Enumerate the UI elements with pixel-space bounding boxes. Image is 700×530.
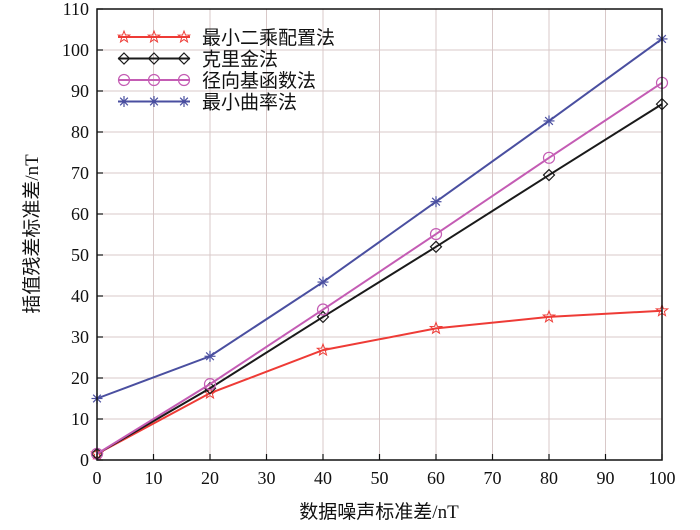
asterisk-stroke: [205, 351, 215, 361]
legend-label: 最小二乘配置法: [202, 27, 335, 49]
legend-entry: 克里金法: [117, 49, 278, 71]
legend-entry: 径向基函数法: [117, 70, 316, 92]
axis-ticks: 0 10 20 30 40 50 60 70 80 90 100 0 10 20 30 40 50 60 70 80 9…: [62, 0, 676, 488]
diamond-marker-shape: [542, 168, 556, 182]
legend-entry: 最小曲率法: [118, 92, 297, 114]
circle-marker: [147, 73, 161, 87]
circle-marker: [117, 73, 131, 87]
series-lines: [89, 33, 670, 461]
asterisk-stroke: [431, 197, 441, 206]
circle-marker-shape: [203, 378, 217, 391]
x-tick-label: 0: [93, 468, 102, 488]
star-marker-shape: [176, 29, 192, 44]
legend-entry: 最小二乘配置法: [116, 27, 335, 49]
circle-marker-shape: [316, 303, 330, 316]
series-line: [96, 81, 663, 455]
x-axis-label: 数据噪声标准差/nT: [299, 501, 459, 523]
diamond-marker-shape: [177, 52, 191, 65]
diamond-marker: [117, 52, 131, 65]
circle-marker: [316, 303, 330, 316]
y-tick-label: 40: [71, 286, 89, 306]
diamond-marker-shape: [147, 52, 161, 65]
x-tick-label: 10: [145, 468, 163, 488]
y-tick-label: 0: [80, 450, 89, 470]
grid: [96, 8, 663, 461]
x-tick-label: 30: [258, 468, 276, 488]
circle-marker-shape: [147, 73, 161, 87]
asterisk-marker: [317, 276, 329, 288]
x-tick-label: 70: [484, 468, 502, 488]
star-marker: [428, 320, 444, 335]
x-tick-label: 60: [427, 468, 445, 488]
diamond-marker: [177, 52, 191, 65]
diamond-marker: [147, 52, 161, 65]
y-tick-label: 20: [71, 368, 89, 388]
diamond-marker-shape: [316, 310, 330, 324]
x-tick-label: 100: [649, 468, 676, 488]
asterisk-marker: [178, 96, 190, 107]
asterisk-marker: [543, 115, 555, 127]
circle-marker-shape: [542, 151, 556, 164]
legend-label: 径向基函数法: [202, 70, 316, 92]
diamond-marker: [429, 240, 443, 254]
y-tick-label: 110: [63, 0, 89, 19]
diamond-marker: [316, 310, 330, 324]
legend-label: 最小曲率法: [202, 92, 297, 114]
x-tick-label: 50: [371, 468, 389, 488]
y-axis-label: 插值残差标准差/nT: [21, 154, 43, 314]
y-tick-label: 60: [71, 204, 89, 224]
asterisk-stroke: [149, 97, 159, 106]
asterisk-stroke: [179, 97, 189, 106]
star-marker: [315, 342, 331, 357]
star-marker-shape: [315, 342, 331, 357]
diamond-marker-shape: [117, 52, 131, 65]
series-circle: [90, 76, 669, 460]
x-tick-label: 80: [540, 468, 558, 488]
y-tick-label: 10: [71, 409, 89, 429]
legend-label: 克里金法: [202, 49, 278, 71]
diamond-marker-shape: [429, 240, 443, 254]
star-marker: [176, 29, 192, 44]
asterisk-stroke: [119, 97, 129, 106]
x-tick-label: 90: [597, 468, 615, 488]
star-marker-shape: [116, 29, 132, 44]
asterisk-stroke: [544, 116, 554, 126]
series-line: [96, 309, 663, 455]
star-marker-shape: [541, 309, 557, 323]
asterisk-marker: [118, 96, 130, 107]
star-marker: [116, 29, 132, 44]
plot-frame: [96, 8, 663, 461]
star-marker: [146, 29, 162, 44]
diamond-marker: [542, 168, 556, 182]
circle-marker-shape: [117, 73, 131, 87]
x-tick-label: 40: [314, 468, 332, 488]
y-tick-label: 50: [71, 245, 89, 265]
series-line: [96, 103, 663, 455]
star-marker-shape: [146, 29, 162, 44]
y-tick-label: 80: [71, 122, 89, 142]
asterisk-marker: [204, 350, 216, 362]
circle-marker-shape: [429, 227, 443, 241]
asterisk-marker: [148, 96, 160, 107]
asterisk-stroke: [318, 277, 328, 287]
series-line: [96, 38, 663, 400]
y-tick-label: 90: [71, 81, 89, 101]
circle-marker: [177, 73, 191, 87]
y-tick-label: 30: [71, 327, 89, 347]
star-marker: [541, 309, 557, 323]
circle-marker: [203, 378, 217, 391]
x-tick-label: 20: [201, 468, 219, 488]
circle-marker: [542, 151, 556, 164]
y-tick-label: 70: [71, 163, 89, 183]
circle-marker-shape: [177, 73, 191, 87]
star-marker-shape: [428, 320, 444, 335]
asterisk-marker: [430, 196, 442, 208]
circle-marker: [429, 227, 443, 241]
y-tick-label: 100: [62, 40, 89, 60]
